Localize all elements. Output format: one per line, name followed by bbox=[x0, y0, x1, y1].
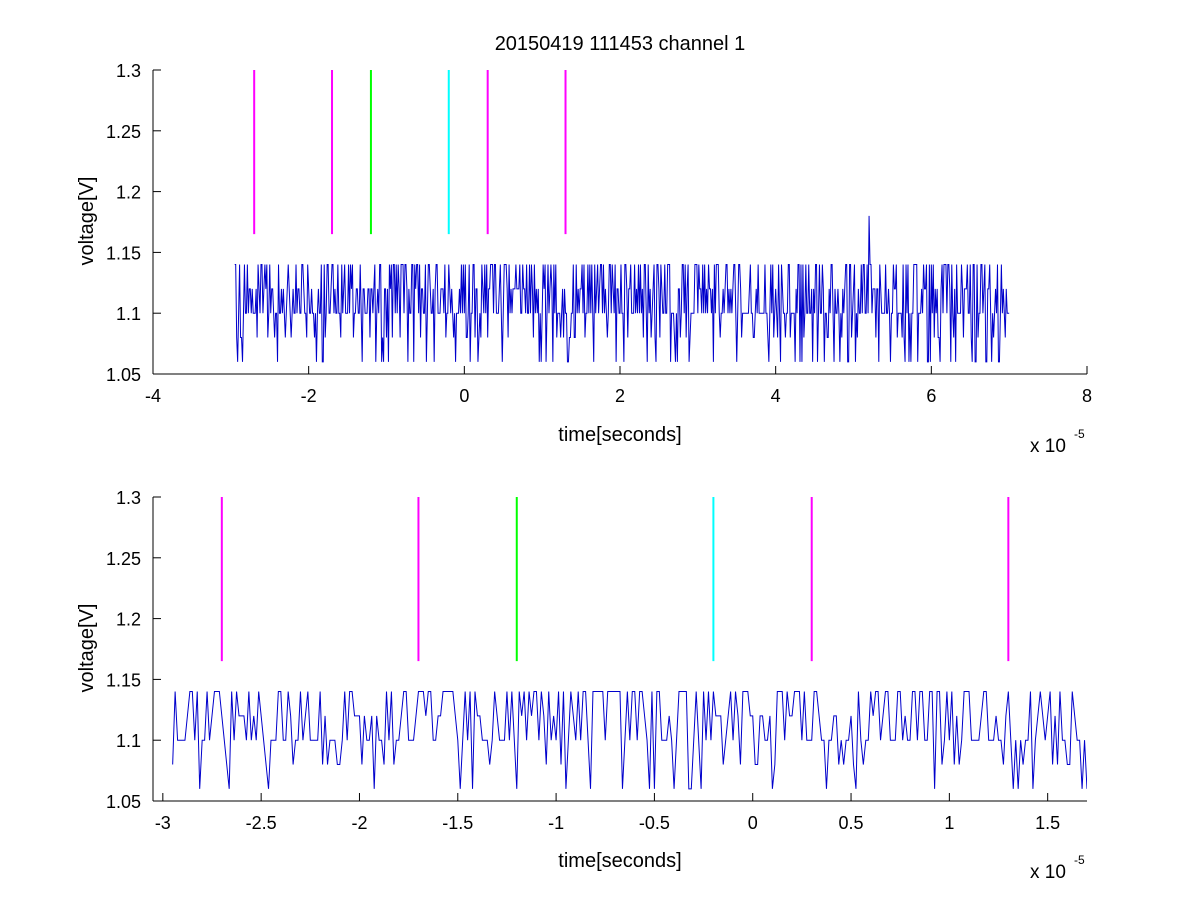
top-x-exponent-base: x 10 bbox=[1030, 436, 1066, 457]
top-x-tick-label: 2 bbox=[615, 386, 625, 406]
top-x-exponent-power: -5 bbox=[1074, 427, 1085, 441]
top-y-tick-label: 1.3 bbox=[116, 61, 141, 81]
bottom-x-tick-label: 1 bbox=[944, 813, 954, 833]
bottom-x-tick-label: 0.5 bbox=[839, 813, 864, 833]
top-x-tick-label: 0 bbox=[459, 386, 469, 406]
bottom-x-tick-label: 0 bbox=[748, 813, 758, 833]
top-y-tick-label: 1.2 bbox=[116, 183, 141, 203]
bottom-x-tick-label: -1.5 bbox=[442, 813, 473, 833]
top-x-tick-label: 4 bbox=[771, 386, 781, 406]
top-x-axis-label: time[seconds] bbox=[558, 424, 681, 446]
bottom-x-tick-label: -2.5 bbox=[246, 813, 277, 833]
bottom-x-tick-label: 1.5 bbox=[1035, 813, 1060, 833]
top-y-tick-label: 1.05 bbox=[106, 365, 141, 385]
bottom-plot-panel: time[seconds] voltage[V] x 10 -5 -3 -2.5 -… bbox=[76, 488, 1087, 883]
top-x-tick-label: -4 bbox=[145, 386, 161, 406]
top-x-tick-label: 6 bbox=[926, 386, 936, 406]
bottom-y-tick-label: 1.1 bbox=[116, 731, 141, 751]
top-voltage-trace bbox=[234, 215, 1010, 363]
top-plot-panel: time[seconds] voltage[V] x 10 -5 -4 -2 0 2 4… bbox=[76, 61, 1092, 457]
bottom-x-exponent-base: x 10 bbox=[1030, 862, 1066, 883]
top-y-tick-label: 1.25 bbox=[106, 122, 141, 142]
top-x-tick-label: -2 bbox=[301, 386, 317, 406]
top-y-tick-label: 1.15 bbox=[106, 243, 141, 263]
bottom-y-tick-label: 1.25 bbox=[106, 549, 141, 569]
top-x-tick-label: 8 bbox=[1082, 386, 1092, 406]
top-y-axis-label: voltage[V] bbox=[76, 177, 98, 266]
bottom-x-axis-label: time[seconds] bbox=[558, 850, 681, 872]
bottom-x-tick-label: -0.5 bbox=[639, 813, 670, 833]
chart-title: 20150419 111453 channel 1 bbox=[495, 33, 746, 55]
bottom-x-tick-label: -2 bbox=[351, 813, 367, 833]
bottom-y-axis-label: voltage[V] bbox=[76, 604, 98, 693]
bottom-y-tick-label: 1.15 bbox=[106, 670, 141, 690]
bottom-y-tick-label: 1.2 bbox=[116, 610, 141, 630]
bottom-x-tick-label: -3 bbox=[155, 813, 171, 833]
bottom-voltage-trace bbox=[172, 691, 1087, 790]
bottom-y-tick-label: 1.3 bbox=[116, 488, 141, 508]
bottom-x-exponent-power: -5 bbox=[1074, 853, 1085, 867]
top-y-tick-label: 1.1 bbox=[116, 304, 141, 324]
bottom-y-tick-label: 1.05 bbox=[106, 792, 141, 812]
bottom-x-tick-label: -1 bbox=[548, 813, 564, 833]
